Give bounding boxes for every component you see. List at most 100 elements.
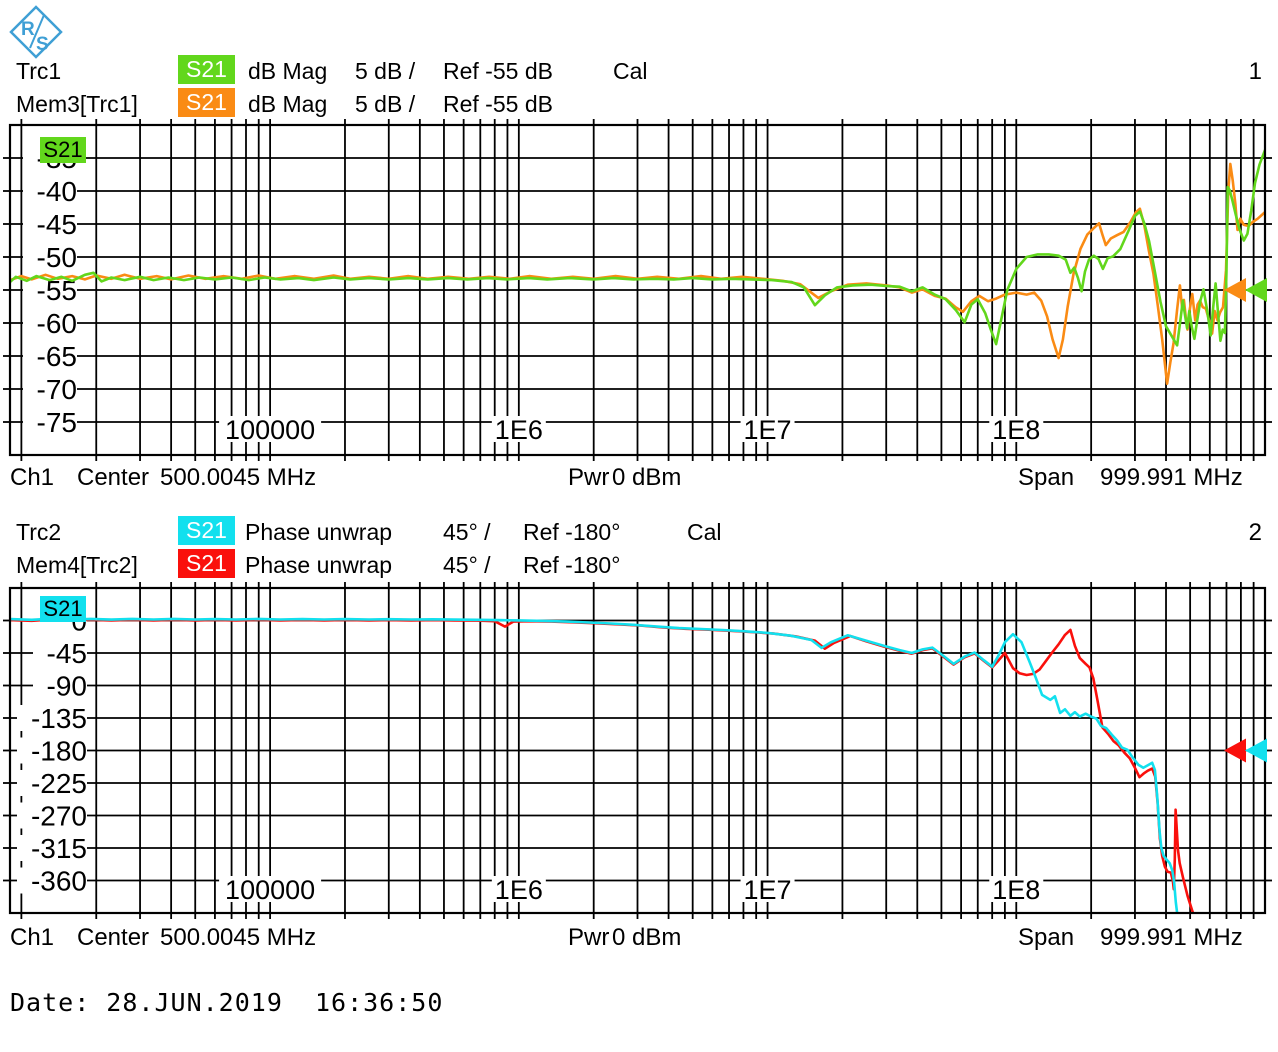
rohde-schwarz-logo: R S: [9, 5, 63, 59]
plot1-memory-parameter-badge[interactable]: S21: [178, 88, 235, 117]
plot2-x-tick-label: 1E8: [992, 875, 1040, 905]
plot1-span-value[interactable]: 999.991 MHz: [1100, 464, 1243, 491]
plot1-y-label-bg: [23, 178, 77, 204]
plot1-y-tick-label: -70: [37, 374, 77, 405]
plot2-trace2-name[interactable]: Trc2: [16, 519, 62, 545]
plot2-x-label-bg: [989, 876, 1044, 902]
plot2-y-tick-label: -270: [31, 801, 87, 832]
plot2-x-tick-label: 100000: [225, 875, 315, 905]
plot2-power-label: Pwr: [568, 924, 610, 951]
plot1-y-tick-label: -75: [37, 407, 77, 438]
plot2-ref-level-arrow-memory[interactable]: [1224, 738, 1246, 763]
plot1-memory-format: dB Mag: [248, 91, 328, 117]
plot1-trace1-parameter: S21: [186, 56, 227, 82]
plot1-x-tick-label: 1E7: [744, 415, 792, 445]
plot2-y-tick-label: -135: [31, 703, 87, 734]
plot2-y-tick-label: -45: [47, 638, 87, 669]
plot2-span-value[interactable]: 999.991 MHz: [1100, 924, 1243, 951]
plot2-y-tick-label: -315: [31, 833, 87, 864]
plot1-memory-name[interactable]: Mem3[Trc1]: [16, 91, 138, 117]
plot1-ref-level-arrow-memory[interactable]: [1224, 278, 1246, 302]
plot1-y-tick-label: -45: [37, 209, 77, 240]
plot1-y-label-bg: [23, 409, 77, 435]
plot1-power-label: Pwr: [568, 464, 610, 491]
plot2-y-label-bg: [17, 705, 87, 731]
plot1-y-label-bg: [23, 310, 77, 336]
logo-letter-r: R: [21, 19, 35, 40]
plot2-memory-name[interactable]: Mem4[Trc2]: [16, 552, 138, 578]
plot2-memory-format: Phase unwrap: [245, 552, 393, 578]
plot1-active-trace-badge[interactable]: S21: [40, 137, 86, 163]
plot1-center-label: Center: [77, 464, 150, 491]
plot1-memory-parameter: S21: [186, 89, 227, 115]
plot1-y-tick-label: -50: [37, 242, 77, 273]
plot2-grid: 1000001E61E71E80-45-90-135-180-225-270-3…: [3, 582, 1272, 919]
plot2-y-tick-label: -360: [31, 866, 87, 897]
plot2-y-label-bg: [17, 802, 87, 829]
plot2-trace2-format: Phase unwrap: [245, 519, 393, 545]
plot2-y-label-bg: [17, 867, 87, 894]
plot2-y-tick-label: -90: [47, 671, 87, 702]
plot2-x-tick-label: 1E7: [744, 875, 792, 905]
plot2-memory-parameter-badge[interactable]: S21: [178, 549, 235, 578]
plot2-window-number: 2: [1248, 519, 1262, 546]
plot1-span-label: Span: [1018, 464, 1075, 491]
plot1-trace1-parameter-badge[interactable]: S21: [178, 55, 235, 84]
plot1-x-label-bg: [740, 416, 795, 442]
plot2-active-trace-label: S21: [43, 596, 83, 621]
plot1-trace1-cal-flag: Cal: [613, 58, 648, 84]
plot2-trace2-cal-flag: Cal: [687, 519, 722, 545]
plot1-y-label-bg: [23, 244, 77, 270]
plot1-y-label-bg: [23, 343, 77, 369]
plot2-y-label-bg: [17, 770, 87, 796]
plot2-trace2-ref: Ref -180°: [523, 519, 621, 545]
plot1-y-tick-label: -65: [37, 341, 77, 372]
plot1-window-number: 1: [1248, 58, 1262, 85]
plot1-trace-trc1: [10, 148, 1265, 347]
plot2-trace-trc2: [10, 617, 1179, 913]
plot2-x-label-bg: [219, 876, 322, 902]
plot1-y-label-bg: [23, 211, 77, 237]
plot2-y-label-bg: [33, 640, 87, 666]
plot1-trace1-ref: Ref -55 dB: [443, 58, 553, 84]
plot2-x-tick-label: 1E6: [495, 875, 543, 905]
plot1-y-tick-label: -40: [37, 176, 77, 207]
plot2-ref-level-arrow-trace[interactable]: [1245, 738, 1267, 763]
plot2-active-trace-badge[interactable]: S21: [40, 596, 86, 622]
plot1-x-label-bg: [491, 416, 546, 442]
plot1-ref-level-arrow-trace[interactable]: [1245, 278, 1267, 302]
plot2-center-frequency[interactable]: 500.0045 MHz: [160, 924, 317, 951]
plot1-x-label-bg: [219, 416, 322, 442]
plot1-x-label-bg: [989, 416, 1044, 442]
plot1-y-label-bg: [23, 376, 77, 402]
plot2-memory-ref: Ref -180°: [523, 552, 621, 578]
plot1-memory-ref: Ref -55 dB: [443, 91, 553, 117]
logo-letter-s: S: [36, 34, 49, 55]
plot1-trace1-format: dB Mag: [248, 58, 328, 84]
plot1-x-tick-label: 1E8: [992, 415, 1040, 445]
plot2-y-tick-label: -225: [31, 768, 87, 799]
plot1-memory-scale: 5 dB /: [355, 91, 416, 117]
plot2-channel-label: Ch1: [10, 924, 55, 951]
plot2-x-label-bg: [740, 876, 795, 902]
plot1-center-frequency[interactable]: 500.0045 MHz: [160, 464, 317, 491]
plot1-trace1-name[interactable]: Trc1: [16, 58, 62, 84]
plot2-span-label: Span: [1018, 924, 1075, 951]
plot1-power-value[interactable]: 0 dBm: [612, 464, 682, 491]
plot2-trace2-scale: 45° /: [443, 519, 491, 545]
plot1-x-tick-label: 1E6: [495, 415, 543, 445]
plot2-power-value[interactable]: 0 dBm: [612, 924, 682, 951]
screenshot-datetime: Date: 28.JUN.2019 16:36:50: [10, 988, 444, 1017]
plot2-y-label-bg: [17, 737, 87, 764]
plot2-memory-scale: 45° /: [443, 552, 491, 578]
plot2-trace2-parameter: S21: [186, 517, 227, 543]
plot1-trace1-scale: 5 dB /: [355, 58, 416, 84]
plot2-y-label-bg: [17, 835, 87, 861]
plot1-y-tick-label: -60: [37, 308, 77, 339]
plot1-x-tick-label: 100000: [225, 415, 315, 445]
plot1-channel-label: Ch1: [10, 464, 55, 491]
plot2-center-label: Center: [77, 924, 150, 951]
plot2-trace2-parameter-badge[interactable]: S21: [178, 516, 235, 545]
